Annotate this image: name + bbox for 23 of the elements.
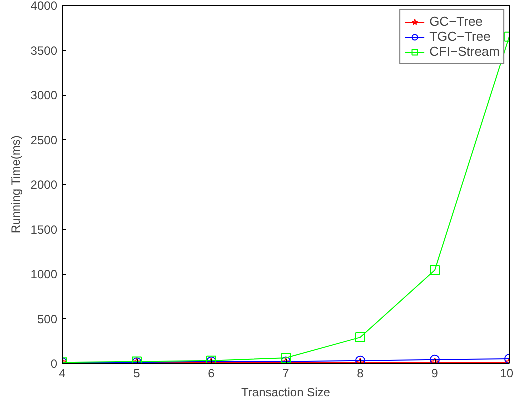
x-tick-label: 6 bbox=[208, 366, 216, 380]
y-tick-label: 3500 bbox=[30, 44, 58, 58]
x-tick-label: 8 bbox=[357, 366, 364, 380]
y-tick-label: 2500 bbox=[30, 133, 58, 148]
legend-label: TGC−Tree bbox=[430, 29, 491, 44]
y-tick-label: 500 bbox=[37, 312, 58, 326]
y-tick-label: 1000 bbox=[30, 268, 58, 282]
x-tick-label: 4 bbox=[59, 366, 66, 380]
y-tick-label: 4000 bbox=[30, 0, 58, 13]
y-axis-title: Running Time(ms) bbox=[8, 136, 23, 234]
legend-label: CFI−Stream bbox=[430, 44, 500, 59]
legend-label: GC−Tree bbox=[430, 14, 483, 29]
y-tick-label: 3000 bbox=[30, 88, 58, 102]
x-tick-label: 7 bbox=[282, 366, 290, 380]
y-tick-label: 1500 bbox=[30, 222, 58, 237]
x-tick-label: 5 bbox=[134, 366, 141, 380]
y-tick-label: 0 bbox=[50, 357, 58, 371]
x-tick-label: 9 bbox=[432, 366, 439, 380]
point bbox=[430, 354, 440, 364]
x-tick-label: 10 bbox=[500, 366, 513, 380]
point bbox=[430, 265, 440, 276]
x-axis-title: Transaction Size bbox=[242, 386, 331, 400]
y-tick-label: 2000 bbox=[30, 178, 58, 192]
